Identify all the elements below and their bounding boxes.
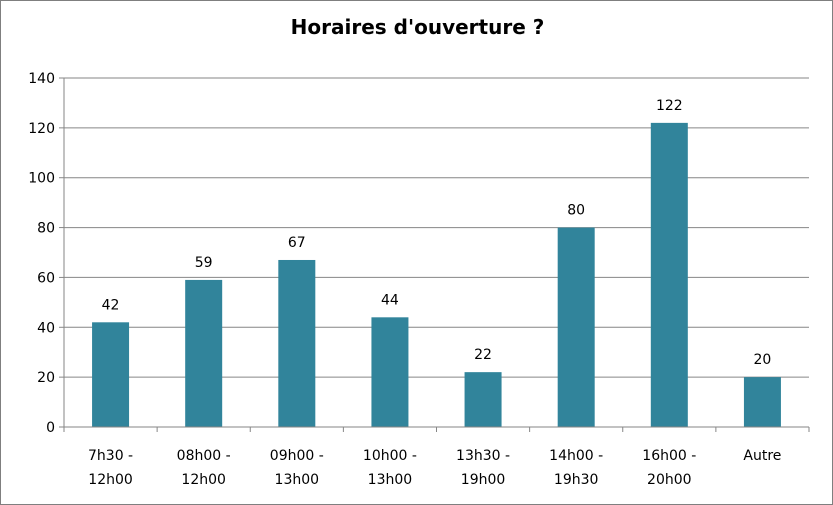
x-tick-label: 14h00 - [549, 448, 603, 464]
data-label: 122 [656, 98, 683, 114]
data-label: 67 [288, 235, 306, 251]
data-label: 20 [754, 352, 772, 368]
y-tick-label: 100 [28, 171, 55, 187]
bars [92, 122, 781, 427]
x-axis-ticks: 7h30 - 12h00 08h00 - 12h00 09h00 - 13h00 10h00… [63, 427, 810, 488]
bar [743, 377, 781, 427]
y-tick-label: 120 [28, 121, 55, 137]
x-tick-label: 16h00 - [642, 448, 696, 464]
x-tick-label: 13h30 - [456, 448, 510, 464]
y-tick-label: 40 [37, 320, 55, 336]
data-label: 59 [195, 255, 213, 271]
y-tick-label: 60 [37, 270, 55, 286]
bar [464, 372, 502, 427]
x-tick-label: 13h00 [275, 472, 320, 488]
x-tick-label: 12h00 [181, 472, 226, 488]
x-tick-label: 10h00 - [363, 448, 417, 464]
chart-title: Horaires d'ouverture ? [290, 15, 545, 39]
y-axis-ticks: 0 20 40 60 80 100 120 140 [28, 71, 64, 436]
data-label: 42 [102, 297, 120, 313]
x-tick-label: 7h30 - [88, 448, 133, 464]
y-tick-label: 140 [28, 71, 55, 87]
x-tick-label: Autre [743, 448, 781, 464]
x-tick-label: 19h00 [461, 472, 506, 488]
y-tick-label: 80 [37, 221, 55, 237]
y-tick-label: 20 [37, 370, 55, 386]
data-label: 22 [474, 347, 492, 363]
x-tick-label: 08h00 - [177, 448, 231, 464]
x-tick-label: 19h30 [554, 472, 599, 488]
x-tick-label: 12h00 [88, 472, 133, 488]
bar [650, 122, 688, 427]
bar [371, 317, 409, 427]
x-tick-label: 09h00 - [270, 448, 324, 464]
x-tick-label: 20h00 [647, 472, 692, 488]
x-tick-label: 13h00 [368, 472, 413, 488]
y-tick-label: 0 [46, 420, 55, 436]
bar [557, 227, 595, 427]
data-label: 80 [567, 203, 585, 219]
data-labels: 42 59 67 44 22 80 122 20 [102, 98, 772, 368]
bar [92, 322, 130, 427]
bar [185, 279, 223, 427]
grid-lines [64, 77, 809, 378]
data-label: 44 [381, 292, 399, 308]
bar [278, 259, 316, 427]
